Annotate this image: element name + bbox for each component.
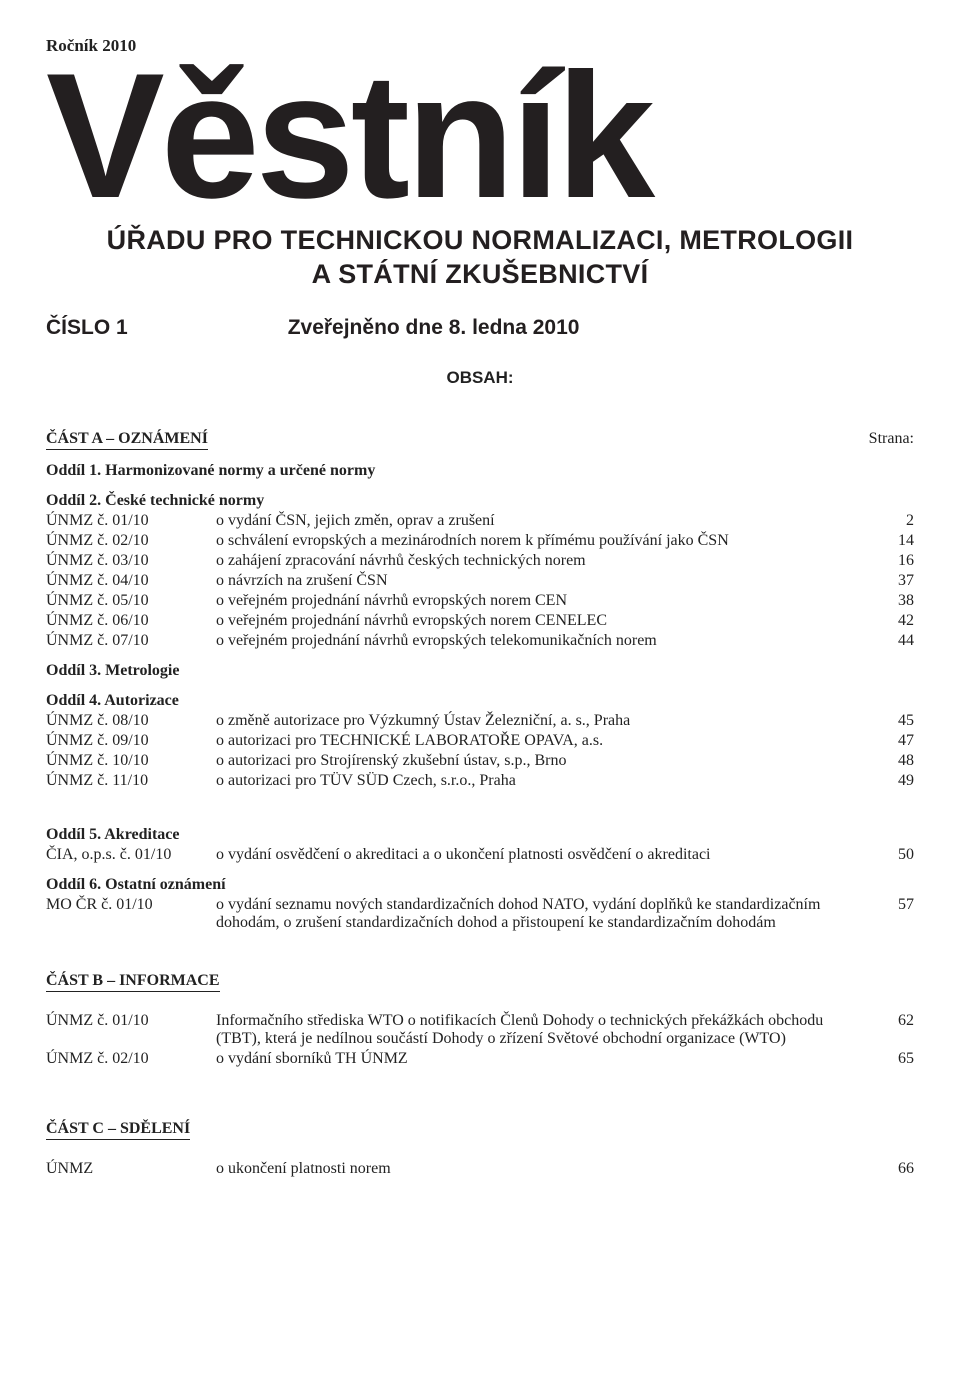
strana-label: Strana: xyxy=(854,430,914,448)
entry-text: o autorizaci pro TECHNICKÉ LABORATOŘE OP… xyxy=(216,732,874,750)
list-item: ČIA, o.p.s. č. 01/10 o vydání osvědčení … xyxy=(46,846,914,864)
list-item: ÚNMZ č. 10/10 o autorizaci pro Strojíren… xyxy=(46,752,914,770)
subtitle-line1: ÚŘADU PRO TECHNICKOU NORMALIZACI, METROL… xyxy=(107,225,854,255)
entry-page: 47 xyxy=(874,732,914,750)
entry-key: ÚNMZ č. 08/10 xyxy=(46,712,216,730)
entry-key: ÚNMZ č. 06/10 xyxy=(46,612,216,630)
part-b-title: ČÁST B – INFORMACE xyxy=(46,972,220,992)
entry-key: ÚNMZ č. 07/10 xyxy=(46,632,216,650)
entry-text: o vydání ČSN, jejich změn, oprav a zruše… xyxy=(216,512,874,530)
part-c-title: ČÁST C – SDĚLENÍ xyxy=(46,1120,190,1140)
entry-key: ČIA, o.p.s. č. 01/10 xyxy=(46,846,216,864)
subtitle-line2: A STÁTNÍ ZKUŠEBNICTVÍ xyxy=(312,259,649,289)
entry-page: 38 xyxy=(874,592,914,610)
entry-page: 14 xyxy=(874,532,914,550)
entry-page: 65 xyxy=(874,1050,914,1068)
entry-key: ÚNMZ č. 11/10 xyxy=(46,772,216,790)
entry-page: 2 xyxy=(874,512,914,530)
entry-key: ÚNMZ č. 01/10 xyxy=(46,512,216,530)
part-a-title: ČÁST A – OZNÁMENÍ xyxy=(46,430,208,450)
list-item: ÚNMZ č. 06/10 o veřejném projednání návr… xyxy=(46,612,914,630)
issue-date: Zveřejněno dne 8. ledna 2010 xyxy=(288,316,580,340)
issue-row: ČÍSLO 1 Zveřejněno dne 8. ledna 2010 xyxy=(46,316,914,340)
list-item: ÚNMZ č. 11/10 o autorizaci pro TÜV SÜD C… xyxy=(46,772,914,790)
entry-text: Informačního střediska WTO o notifikacíc… xyxy=(216,1012,874,1048)
entry-key: ÚNMZ č. 03/10 xyxy=(46,552,216,570)
list-item: MO ČR č. 01/10 o vydání seznamu nových s… xyxy=(46,896,914,932)
list-item: ÚNMZ č. 04/10 o návrzích na zrušení ČSN … xyxy=(46,572,914,590)
list-item: ÚNMZ č. 05/10 o veřejném projednání návr… xyxy=(46,592,914,610)
entry-text: o změně autorizace pro Výzkumný Ústav Že… xyxy=(216,712,874,730)
issue-number: ČÍSLO 1 xyxy=(46,316,128,340)
obsah-heading: OBSAH: xyxy=(46,368,914,388)
list-item: ÚNMZ č. 03/10 o zahájení zpracování návr… xyxy=(46,552,914,570)
entry-page: 50 xyxy=(874,846,914,864)
entry-page: 66 xyxy=(874,1160,914,1178)
entry-key: MO ČR č. 01/10 xyxy=(46,896,216,914)
list-item: ÚNMZ č. 02/10 o vydání sborníků TH ÚNMZ … xyxy=(46,1050,914,1068)
oddil-6-title: Oddíl 6. Ostatní oznámení xyxy=(46,876,914,894)
entry-page: 45 xyxy=(874,712,914,730)
entry-text: o vydání sborníků TH ÚNMZ xyxy=(216,1050,874,1068)
entry-page: 42 xyxy=(874,612,914,630)
list-item: ÚNMZ č. 01/10 o vydání ČSN, jejich změn,… xyxy=(46,512,914,530)
oddil-4-title: Oddíl 4. Autorizace xyxy=(46,692,914,710)
entry-key: ÚNMZ xyxy=(46,1160,216,1178)
list-item: ÚNMZ o ukončení platnosti norem 66 xyxy=(46,1160,914,1178)
list-item: ÚNMZ č. 01/10 Informačního střediska WTO… xyxy=(46,1012,914,1048)
entry-text: o zahájení zpracování návrhů českých tec… xyxy=(216,552,874,570)
list-item: ÚNMZ č. 07/10 o veřejném projednání návr… xyxy=(46,632,914,650)
list-item: ÚNMZ č. 08/10 o změně autorizace pro Výz… xyxy=(46,712,914,730)
entry-text: o veřejném projednání návrhů evropských … xyxy=(216,612,874,630)
document-page: Ročník 2010 Věstník ÚŘADU PRO TECHNICKOU… xyxy=(0,0,960,1373)
part-b: ČÁST B – INFORMACE ÚNMZ č. 01/10 Informa… xyxy=(46,954,914,1068)
entry-text: o autorizaci pro Strojírenský zkušební ú… xyxy=(216,752,874,770)
masthead-title: Věstník xyxy=(46,56,914,216)
entry-text: o veřejném projednání návrhů evropských … xyxy=(216,592,874,610)
oddil-3-title: Oddíl 3. Metrologie xyxy=(46,662,914,680)
entry-key: ÚNMZ č. 02/10 xyxy=(46,532,216,550)
entry-page: 57 xyxy=(874,896,914,914)
entry-page: 48 xyxy=(874,752,914,770)
list-item: ÚNMZ č. 02/10 o schválení evropských a m… xyxy=(46,532,914,550)
oddil-2-title: Oddíl 2. České technické normy xyxy=(46,492,914,510)
entry-text: o autorizaci pro TÜV SÜD Czech, s.r.o., … xyxy=(216,772,874,790)
entry-text: o schválení evropských a mezinárodních n… xyxy=(216,532,874,550)
entry-page: 37 xyxy=(874,572,914,590)
entry-page: 62 xyxy=(874,1012,914,1030)
entry-text: o vydání seznamu nových standardizačních… xyxy=(216,896,874,932)
entry-text: o návrzích na zrušení ČSN xyxy=(216,572,874,590)
subtitle: ÚŘADU PRO TECHNICKOU NORMALIZACI, METROL… xyxy=(46,224,914,292)
entry-text: o veřejném projednání návrhů evropských … xyxy=(216,632,874,650)
entry-page: 44 xyxy=(874,632,914,650)
entry-text: o vydání osvědčení o akreditaci a o ukon… xyxy=(216,846,874,864)
entry-key: ÚNMZ č. 05/10 xyxy=(46,592,216,610)
entry-page: 16 xyxy=(874,552,914,570)
part-a: ČÁST A – OZNÁMENÍ Strana: Oddíl 1. Harmo… xyxy=(46,412,914,932)
entry-key: ÚNMZ č. 04/10 xyxy=(46,572,216,590)
oddil-1-title: Oddíl 1. Harmonizované normy a určené no… xyxy=(46,462,914,480)
entry-key: ÚNMZ č. 01/10 xyxy=(46,1012,216,1030)
part-c: ČÁST C – SDĚLENÍ ÚNMZ o ukončení platnos… xyxy=(46,1102,914,1178)
entry-key: ÚNMZ č. 09/10 xyxy=(46,732,216,750)
entry-key: ÚNMZ č. 02/10 xyxy=(46,1050,216,1068)
oddil-5-title: Oddíl 5. Akreditace xyxy=(46,826,914,844)
contents: ČÁST A – OZNÁMENÍ Strana: Oddíl 1. Harmo… xyxy=(46,412,914,1178)
list-item: ÚNMZ č. 09/10 o autorizaci pro TECHNICKÉ… xyxy=(46,732,914,750)
entry-text: o ukončení platnosti norem xyxy=(216,1160,874,1178)
entry-key: ÚNMZ č. 10/10 xyxy=(46,752,216,770)
entry-page: 49 xyxy=(874,772,914,790)
